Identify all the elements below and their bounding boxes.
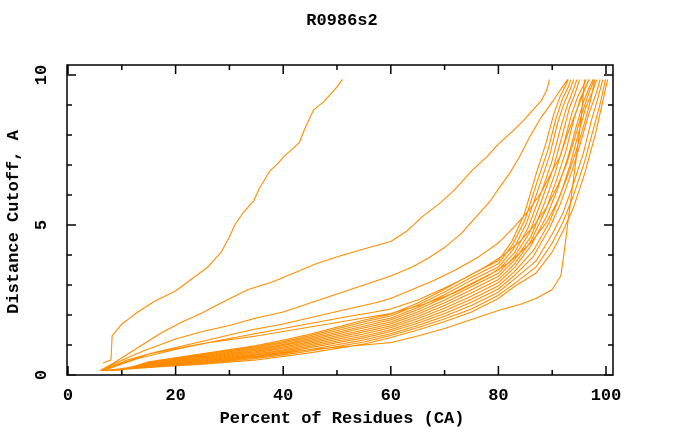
x-axis-label: Percent of Residues (CA) xyxy=(220,410,465,429)
x-tick-label: 20 xyxy=(165,387,185,406)
model-curve-model-02 xyxy=(100,79,551,371)
axis-tick-labels: 0 20 40 60 80 100 0 5 10 xyxy=(33,65,621,406)
model-curve-model-15 xyxy=(113,79,581,372)
y-tick-label: 10 xyxy=(33,65,52,85)
x-tick-label: 80 xyxy=(488,387,508,406)
model-curve-model-09 xyxy=(103,79,604,372)
y-tick-label: 0 xyxy=(33,370,52,380)
model-curve-model-01 xyxy=(102,79,343,364)
plot-border xyxy=(66,64,614,376)
model-curve-model-08 xyxy=(101,79,607,372)
model-curves xyxy=(100,79,609,372)
model-curve-model-18 xyxy=(118,79,572,372)
model-curve-model-19 xyxy=(120,79,569,372)
plot-frame xyxy=(66,64,614,376)
model-curve-model-11 xyxy=(106,79,598,372)
x-tick-label: 60 xyxy=(381,387,401,406)
model-curve-model-14 xyxy=(111,79,587,372)
model-curve-model-12 xyxy=(108,79,594,372)
x-tick-label: 0 xyxy=(63,387,73,406)
chart-title: R0986s2 xyxy=(306,12,377,31)
y-axis-label: Distance Cutoff, A xyxy=(5,129,24,313)
model-curve-model-13 xyxy=(109,79,590,372)
model-curve-model-17 xyxy=(116,79,575,372)
axis-ticks xyxy=(67,65,613,376)
x-tick-label: 40 xyxy=(273,387,293,406)
y-tick-label: 5 xyxy=(33,220,52,230)
model-curve-model-16 xyxy=(114,79,578,372)
model-curve-model-20 xyxy=(110,79,586,372)
model-curve-model-07 xyxy=(100,79,609,372)
model-curve-model-03 xyxy=(101,79,569,371)
x-tick-label: 100 xyxy=(591,387,622,406)
